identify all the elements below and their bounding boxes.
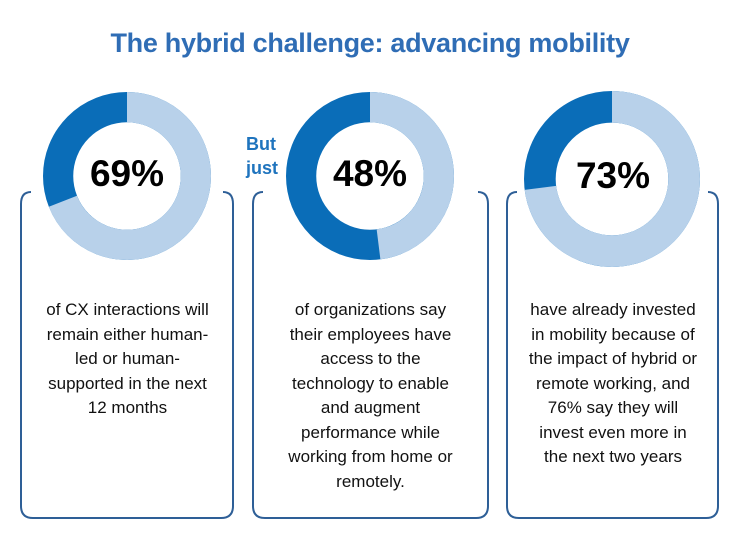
card-frame-1 xyxy=(20,191,234,519)
but-just-label: But just xyxy=(246,134,279,178)
donut-value-segment-3 xyxy=(523,91,701,268)
stat-description-2: of organizations say their employees hav… xyxy=(288,300,453,491)
stat-value-1: 69% xyxy=(89,153,165,194)
donut-value-segment-2 xyxy=(286,92,454,261)
stat-value-2: 48% xyxy=(332,153,408,194)
stat-value-3: 73% xyxy=(575,155,651,196)
card-frame-3 xyxy=(506,191,719,519)
donut-value-segment-1 xyxy=(43,92,211,260)
stat-description-1: of CX interactions will remain either hu… xyxy=(46,300,209,417)
infographic-title: The hybrid challenge: advancing mobility xyxy=(110,28,630,58)
stat-description-3: have already invested in mobility becaus… xyxy=(528,300,698,466)
card-frame-2 xyxy=(252,191,489,519)
